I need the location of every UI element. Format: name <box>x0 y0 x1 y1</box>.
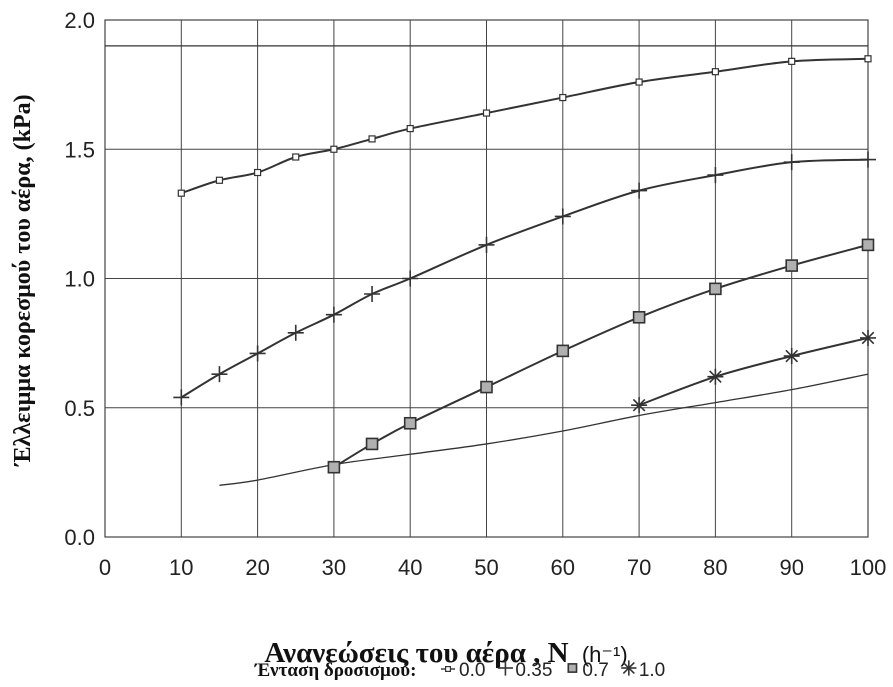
x-axis-title-group: Ανανεώσεις του αέρα , N (h⁻¹) <box>264 637 627 669</box>
data-point <box>632 310 646 324</box>
x-axis-title: Ανανεώσεις του αέρα , N (h⁻¹) <box>264 637 627 669</box>
data-point <box>249 345 266 362</box>
data-point <box>631 397 648 414</box>
data-point-stroke <box>632 398 646 412</box>
legend: Ένταση δροσισμού: 0.0 0.35 0.7 1.0 <box>254 660 665 681</box>
y-tick-label: 1.0 <box>64 267 95 292</box>
x-tick-label: 100 <box>850 555 887 580</box>
x-tick-label: 0 <box>99 555 111 580</box>
legend-item: 1.0 <box>621 660 665 681</box>
legend-item: 0.0 <box>441 660 485 681</box>
data-point <box>554 208 571 225</box>
x-tick-label: 40 <box>398 555 422 580</box>
data-point <box>325 306 342 323</box>
legend-marker <box>497 660 514 676</box>
legend-marker <box>621 660 637 676</box>
legend-marker <box>567 663 578 673</box>
x-tick-label: 90 <box>779 555 803 580</box>
series-line <box>638 336 869 407</box>
y-tick-label: 2.0 <box>64 8 95 33</box>
legend-marker <box>445 665 452 672</box>
y-tick-label: 1.5 <box>64 137 95 162</box>
data-point <box>254 168 262 177</box>
data-point <box>402 270 419 287</box>
x-axis-title-text: Ανανεώσεις του αέρα , N <box>264 637 568 669</box>
legend-label: 1.0 <box>639 660 665 681</box>
x-tick-label: 20 <box>245 555 269 580</box>
data-point <box>635 78 643 86</box>
legend-items: 0.0 0.35 0.7 1.0 <box>441 660 665 681</box>
x-tick-label: 50 <box>474 555 498 580</box>
data-point <box>482 109 491 117</box>
legend-label: 0.0 <box>459 660 485 681</box>
tick-labels: 0 10 20 30 40 50 60 70 80 90 100 0.0 0.5 1.0 1.5 2.0 <box>64 8 886 580</box>
legend-label: 0.35 <box>515 660 552 681</box>
data-point <box>478 236 495 253</box>
data-point-stroke <box>785 349 799 363</box>
data-point <box>327 460 341 474</box>
x-axis-unit: (h⁻¹) <box>582 642 628 667</box>
legend-title: Ένταση δροσισμού: <box>254 660 416 681</box>
data-point <box>861 238 875 252</box>
data-point <box>711 68 720 76</box>
data-point <box>173 389 190 406</box>
data-point <box>785 259 799 272</box>
legend-marker-stroke <box>622 661 635 675</box>
data-point <box>215 176 224 184</box>
data-point <box>365 437 379 451</box>
x-tick-label: 30 <box>322 555 346 580</box>
data-point <box>287 324 304 341</box>
x-tick-label: 10 <box>169 555 193 580</box>
grid <box>104 19 869 538</box>
y-axis-title: Έλλειμμα κορεσμού του αέρα, (kPa) <box>10 94 36 466</box>
series-0.35 <box>173 151 876 406</box>
y-tick-label: 0.5 <box>64 396 95 421</box>
data-point <box>788 57 796 65</box>
data-point <box>406 124 414 133</box>
series-0.7 <box>327 238 875 474</box>
data-point <box>709 282 722 296</box>
legend-label: 0.7 <box>582 660 608 681</box>
data-point <box>177 189 185 197</box>
data-point <box>860 151 876 168</box>
series-0.0 <box>177 55 872 197</box>
legend-item: 0.7 <box>567 660 609 681</box>
data-point <box>211 366 228 383</box>
reference-curve <box>219 373 869 486</box>
series-line <box>180 57 869 195</box>
data-point-stroke <box>861 331 875 345</box>
data-series <box>173 55 876 474</box>
data-point <box>783 348 800 365</box>
data-point <box>330 145 338 153</box>
y-tick-label: 0.0 <box>64 525 95 550</box>
data-point <box>368 135 376 143</box>
x-tick-label: 60 <box>551 555 575 580</box>
data-point <box>556 344 570 358</box>
data-point <box>707 167 724 184</box>
x-tick-label: 80 <box>703 555 727 580</box>
data-point <box>292 153 300 161</box>
data-point-stroke <box>709 370 722 384</box>
data-point <box>707 368 724 385</box>
data-point <box>403 416 417 430</box>
legend-item: 0.35 <box>497 660 552 681</box>
data-point <box>480 380 493 394</box>
series-1.0 <box>631 329 876 414</box>
data-point <box>559 93 567 102</box>
x-tick-label: 70 <box>627 555 651 580</box>
reference-lines <box>105 45 869 486</box>
data-point <box>631 182 648 199</box>
data-point <box>364 286 381 303</box>
plot-frame <box>104 19 869 538</box>
data-point <box>864 55 872 63</box>
data-point <box>860 329 876 346</box>
data-point <box>783 154 800 171</box>
